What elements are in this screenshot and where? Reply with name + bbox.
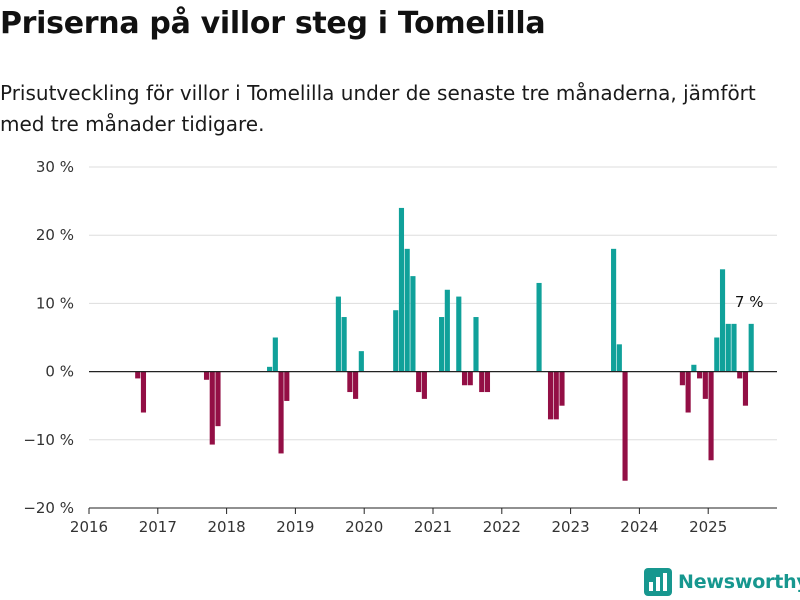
bar — [559, 371, 565, 406]
bar — [347, 371, 353, 393]
bar — [398, 207, 405, 372]
bars — [135, 207, 754, 481]
bar — [616, 344, 622, 372]
bar — [719, 269, 726, 372]
bar — [702, 371, 708, 399]
bar — [479, 371, 485, 393]
bar — [725, 323, 731, 372]
bar — [714, 337, 720, 372]
bar — [140, 371, 147, 413]
bar — [685, 371, 691, 413]
gridlines — [89, 166, 777, 441]
logo-text: Newsworthy — [678, 571, 800, 593]
bar — [611, 248, 617, 372]
bar — [358, 351, 364, 372]
x-tick-label: 2020 — [345, 518, 383, 536]
bar — [278, 371, 284, 454]
bar — [461, 371, 468, 386]
x-tick-label: 2025 — [689, 518, 727, 536]
bar — [536, 282, 542, 372]
bar — [416, 371, 422, 393]
bar-chart-logo-icon — [644, 568, 672, 596]
bar — [748, 323, 754, 372]
axes — [88, 370, 777, 514]
bar — [484, 371, 491, 393]
y-tick-label: 20 % — [36, 226, 74, 244]
x-tick-label: 2024 — [620, 518, 658, 536]
y-tick-label: 0 % — [45, 363, 74, 381]
x-tick-label: 2021 — [414, 518, 452, 536]
x-tick-label: 2022 — [483, 518, 521, 536]
bar — [393, 310, 399, 372]
bar — [341, 317, 347, 372]
bar — [410, 276, 416, 372]
bar — [697, 371, 703, 379]
bar — [456, 296, 462, 372]
chart-subtitle: Prisutveckling för villor i Tomelilla un… — [0, 81, 756, 136]
bar — [691, 364, 697, 372]
x-tick-label: 2016 — [70, 518, 108, 536]
bar — [679, 371, 685, 386]
bar — [467, 371, 473, 386]
newsworthy-logo: Newsworthy — [644, 568, 800, 596]
bar — [209, 371, 215, 445]
bar — [215, 371, 221, 427]
bar — [439, 317, 445, 372]
x-tick-label: 2018 — [208, 518, 246, 536]
x-tick-label: 2019 — [276, 518, 314, 536]
y-tick-label: 30 % — [36, 158, 74, 176]
y-tick-label: −20 % — [23, 499, 74, 517]
annotations: 7 % — [735, 293, 764, 311]
bar — [421, 371, 427, 399]
chart-title: Priserna på villor steg i Tomelilla — [0, 6, 546, 41]
bar — [737, 371, 743, 379]
y-tick-label: 10 % — [36, 294, 74, 312]
bar — [335, 296, 341, 372]
bar — [742, 371, 749, 406]
tick-labels: 30 % 20 % 10 % 0 % −10 % −20 %2016 2017 2018 201… — [23, 158, 727, 536]
bar — [708, 371, 714, 461]
bar — [284, 371, 290, 401]
value-annotation: 7 % — [735, 293, 764, 311]
y-tick-label: −10 % — [23, 431, 74, 449]
x-tick-label: 2017 — [139, 518, 177, 536]
bar-chart: 30 % 20 % 10 % 0 % −10 % −20 %2016 2017 2018 201… — [23, 158, 777, 536]
bar — [473, 317, 479, 372]
bar — [622, 371, 628, 481]
bar — [404, 248, 410, 372]
bar — [267, 366, 273, 372]
bar — [731, 323, 737, 372]
bar — [135, 371, 141, 379]
bar — [203, 371, 210, 380]
bar — [547, 371, 554, 420]
bar — [353, 371, 359, 399]
bar — [272, 337, 278, 372]
x-tick-label: 2023 — [552, 518, 590, 536]
bar — [553, 371, 559, 420]
bar — [444, 289, 450, 372]
